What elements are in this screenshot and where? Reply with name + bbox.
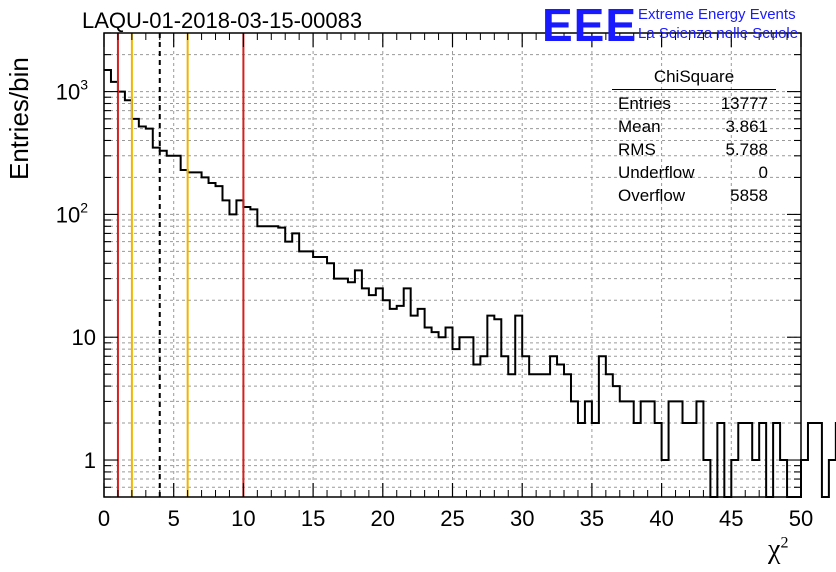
x-tick-label: 25 (440, 506, 464, 531)
stats-row: Overflow 5858 (612, 184, 776, 207)
x-tick-label: 40 (649, 506, 673, 531)
stats-row: Entries 13777 (612, 92, 776, 115)
x-tick-label: 10 (231, 506, 255, 531)
x-tick-label: 50 (789, 506, 813, 531)
stats-value: 5.788 (725, 140, 768, 159)
stats-title: ChiSquare (612, 67, 776, 90)
x-tick-label: 5 (168, 506, 180, 531)
stats-value: 0 (758, 163, 768, 182)
stats-value: 5858 (730, 186, 768, 205)
chart-title: LAQU-01-2018-03-15-00083 (82, 8, 363, 33)
logo-line-1: Extreme Energy Events (638, 6, 796, 23)
x-tick-label: 35 (580, 506, 604, 531)
y-tick-label: 103 (56, 77, 88, 105)
x-axis-label: χ2 (768, 534, 789, 565)
y-tick-label: 10 (72, 325, 96, 350)
stats-box: ChiSquare Entries 13777 Mean 3.861 RMS 5.78… (612, 67, 776, 207)
stats-value: 3.861 (725, 117, 768, 136)
stats-row: Underflow 0 (612, 161, 776, 184)
y-tick-label: 102 (56, 199, 88, 227)
y-tick-label: 1 (84, 448, 96, 473)
stats-label: Mean (618, 117, 661, 136)
stats-row: RMS 5.788 (612, 138, 776, 161)
histogram-line (104, 68, 836, 498)
logo-mark: EEE (542, 0, 638, 51)
stats-value: 13777 (720, 94, 768, 113)
x-tick-label: 15 (301, 506, 325, 531)
stats-label: Overflow (618, 186, 686, 205)
x-tick-label: 0 (98, 506, 110, 531)
stats-row: Mean 3.861 (612, 115, 776, 138)
stats-label: RMS (618, 140, 656, 159)
logo-line-2: La Scienza nelle Scuole (638, 25, 799, 42)
x-tick-label: 30 (510, 506, 534, 531)
x-tick-label: 45 (719, 506, 743, 531)
y-axis-label: Entries/bin (4, 57, 34, 180)
x-tick-label: 20 (371, 506, 395, 531)
stats-label: Underflow (618, 163, 695, 182)
stats-label: Entries (618, 94, 671, 113)
